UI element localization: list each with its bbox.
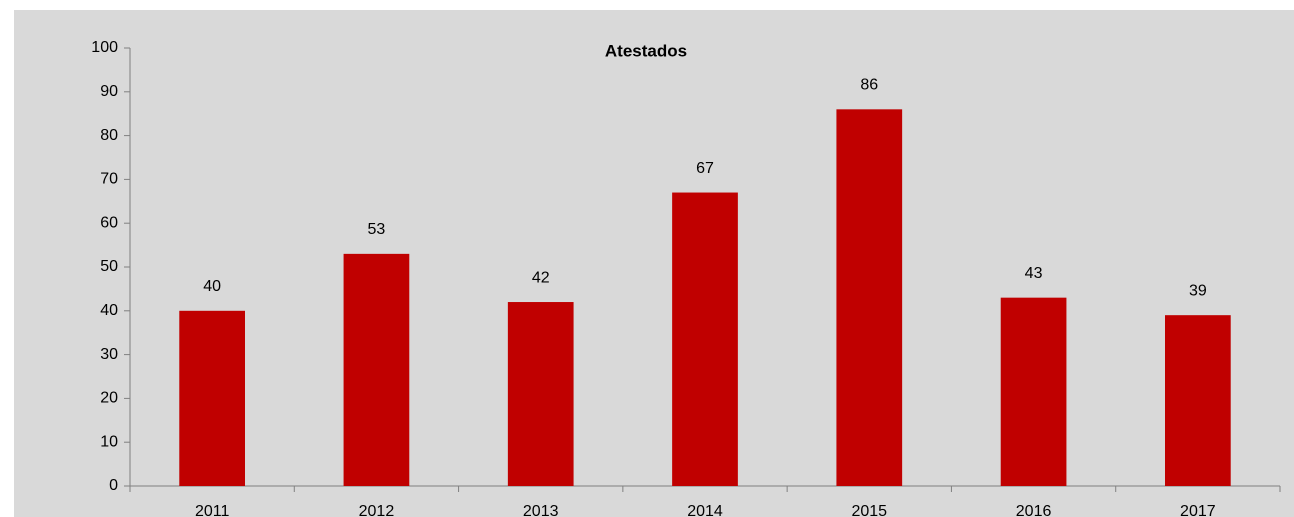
x-tick-label: 2013 bbox=[523, 503, 559, 517]
data-label: 53 bbox=[368, 221, 386, 238]
y-tick-label: 90 bbox=[100, 83, 118, 100]
y-tick-label: 100 bbox=[91, 39, 118, 56]
x-tick-label: 2012 bbox=[359, 503, 395, 517]
data-label: 43 bbox=[1025, 265, 1043, 282]
y-tick-label: 20 bbox=[100, 390, 118, 407]
data-label: 42 bbox=[532, 269, 550, 286]
x-tick-label: 2015 bbox=[851, 503, 887, 517]
bar bbox=[1165, 315, 1231, 486]
bar bbox=[343, 253, 410, 486]
y-tick-label: 70 bbox=[100, 171, 118, 188]
x-tick-label: 2011 bbox=[195, 503, 230, 517]
chart-title: Atestados bbox=[605, 41, 687, 60]
y-tick-label: 80 bbox=[100, 127, 118, 144]
bar bbox=[179, 310, 245, 486]
bar bbox=[507, 302, 574, 486]
x-tick-label: 2016 bbox=[1016, 503, 1052, 517]
data-label: 67 bbox=[696, 160, 714, 177]
data-label: 39 bbox=[1189, 282, 1207, 299]
x-tick-label: 2014 bbox=[687, 503, 723, 517]
y-tick-label: 40 bbox=[100, 302, 118, 319]
y-tick-label: 50 bbox=[100, 258, 118, 275]
x-tick-label: 2017 bbox=[1180, 503, 1216, 517]
data-label: 40 bbox=[203, 278, 221, 295]
y-tick-label: 30 bbox=[100, 346, 118, 363]
bar bbox=[1000, 297, 1067, 486]
y-tick-label: 0 bbox=[109, 477, 118, 494]
bar bbox=[672, 192, 738, 487]
y-tick-label: 10 bbox=[100, 433, 118, 450]
y-tick-label: 60 bbox=[100, 214, 118, 231]
data-label: 86 bbox=[860, 77, 878, 94]
bar bbox=[836, 109, 903, 486]
